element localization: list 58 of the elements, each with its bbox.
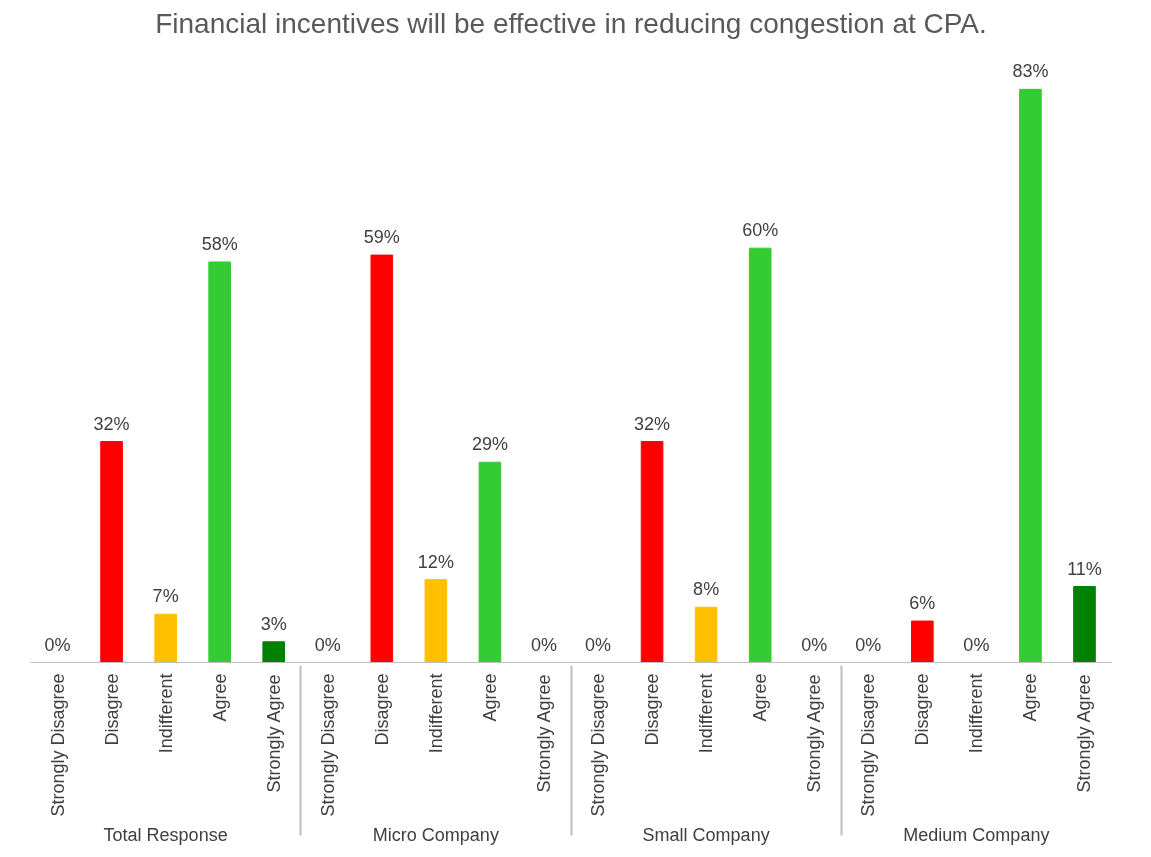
bar <box>262 641 286 663</box>
data-label: 0% <box>963 634 990 655</box>
bar <box>370 254 394 663</box>
text: Agree <box>209 673 230 722</box>
text: Indifferent <box>155 673 176 754</box>
data-label: 11% <box>1067 558 1102 579</box>
data-label: 32% <box>93 413 130 434</box>
text: Agree <box>750 673 771 722</box>
text: Strongly Disagree <box>588 673 609 817</box>
data-label: 0% <box>855 634 882 655</box>
data-label: 0% <box>801 634 828 655</box>
text: Strongly Agree <box>263 674 284 793</box>
data-label: 32% <box>634 413 671 434</box>
text: Strongly Disagree <box>317 673 338 817</box>
data-label: 8% <box>693 579 720 600</box>
x-tick-label: Total Response <box>103 824 228 845</box>
bar <box>478 461 502 663</box>
text: Indifferent <box>966 673 987 754</box>
text: Disagree <box>642 673 663 746</box>
text: Disagree <box>101 673 122 746</box>
bar <box>911 620 934 663</box>
data-label: 0% <box>44 634 71 655</box>
text: Strongly Disagree <box>858 673 879 817</box>
bar <box>640 441 664 663</box>
text: Strongly Disagree <box>47 673 68 817</box>
data-label: 59% <box>363 227 400 248</box>
chart-title: Financial incentives will be effective in reducing congestion at CPA. <box>155 7 987 39</box>
data-label: 3% <box>260 613 287 634</box>
text: Disagree <box>912 673 933 746</box>
data-label: 0% <box>530 634 557 655</box>
text: Agree <box>1020 673 1041 722</box>
data-label: 0% <box>314 634 341 655</box>
text: Strongly Agree <box>1074 674 1095 793</box>
data-label: 6% <box>909 593 936 614</box>
bar <box>100 441 123 663</box>
bar <box>1019 88 1042 663</box>
data-label: 29% <box>471 434 508 455</box>
text: Indifferent <box>696 673 717 754</box>
x-tick-label: Micro Company <box>372 824 499 845</box>
data-label: 83% <box>1012 61 1049 82</box>
bar <box>748 247 772 663</box>
bar <box>694 606 718 663</box>
text: Strongly Agree <box>804 674 825 793</box>
text: Agree <box>479 673 500 722</box>
bar <box>1073 586 1096 663</box>
bar <box>208 261 231 663</box>
data-label: 58% <box>201 233 238 254</box>
data-label: 12% <box>417 551 454 572</box>
data-label: 7% <box>152 586 179 607</box>
x-tick-label: Small Company <box>642 824 770 845</box>
x-tick-label: Medium Company <box>903 824 1050 845</box>
text: Strongly Agree <box>533 674 554 793</box>
bar <box>154 613 177 663</box>
bar <box>424 579 448 663</box>
text: Disagree <box>371 673 392 746</box>
data-label: 0% <box>585 634 612 655</box>
data-label: 60% <box>742 220 779 241</box>
text: Indifferent <box>425 673 446 754</box>
